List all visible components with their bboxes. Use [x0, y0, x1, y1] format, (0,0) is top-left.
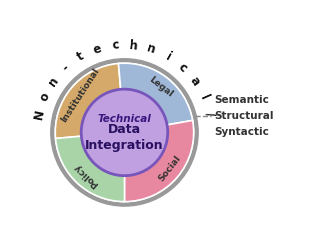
Text: -: -	[60, 61, 72, 74]
Text: n: n	[46, 74, 62, 88]
Text: /: /	[203, 111, 217, 118]
Text: Technical: Technical	[98, 114, 151, 124]
Text: t: t	[75, 50, 87, 64]
Text: n: n	[146, 42, 158, 57]
Text: Institutional: Institutional	[59, 66, 101, 124]
Text: i: i	[163, 50, 173, 64]
Text: Syntactic: Syntactic	[215, 128, 270, 138]
Text: Semantic: Semantic	[215, 95, 270, 105]
Wedge shape	[56, 136, 125, 202]
Wedge shape	[55, 64, 121, 138]
Text: h: h	[129, 39, 139, 52]
Text: a: a	[187, 74, 203, 88]
Circle shape	[81, 89, 168, 176]
Circle shape	[51, 59, 198, 206]
Text: c: c	[176, 60, 190, 75]
Text: Structural: Structural	[215, 111, 274, 121]
Text: Policy: Policy	[71, 162, 100, 189]
Wedge shape	[119, 63, 193, 125]
Text: c: c	[111, 39, 120, 52]
Text: Social: Social	[158, 154, 183, 183]
Text: Legal: Legal	[147, 74, 174, 99]
Circle shape	[55, 63, 194, 202]
Text: N: N	[32, 108, 47, 120]
Text: o: o	[37, 90, 52, 103]
Text: l: l	[197, 92, 211, 102]
Text: Data
Integration: Data Integration	[85, 123, 164, 152]
Wedge shape	[125, 120, 194, 202]
Text: e: e	[92, 42, 103, 57]
